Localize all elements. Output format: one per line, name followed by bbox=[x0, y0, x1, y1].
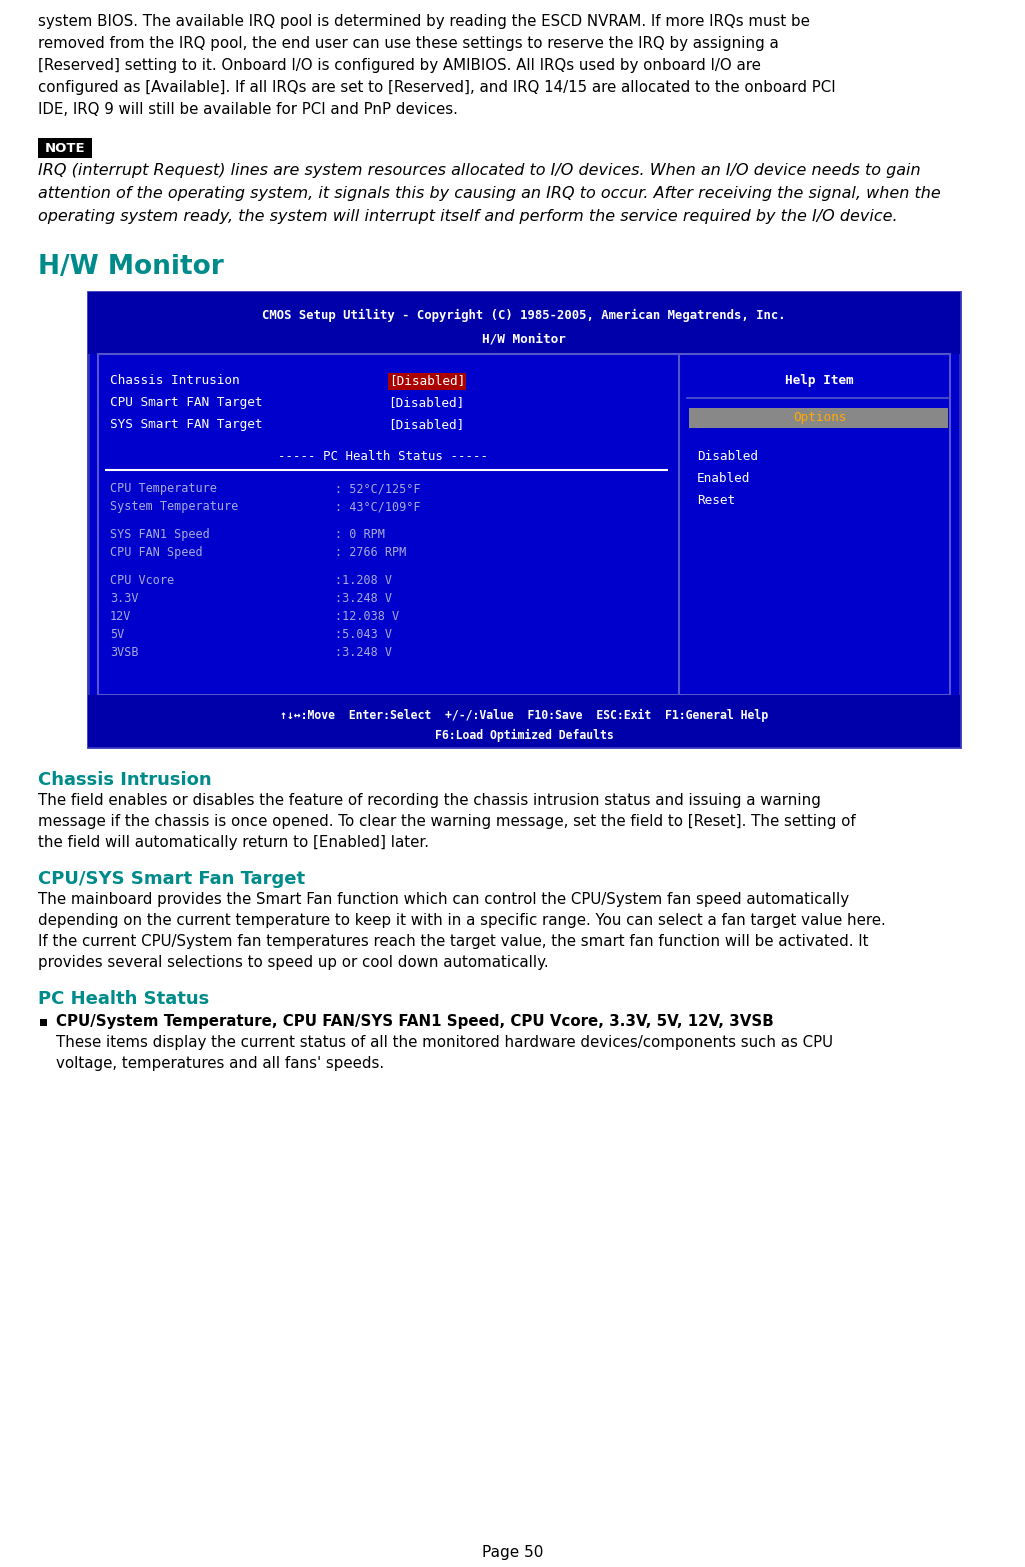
Text: : 2766 RPM: : 2766 RPM bbox=[335, 545, 406, 559]
FancyBboxPatch shape bbox=[88, 291, 960, 354]
Text: Options: Options bbox=[792, 412, 847, 425]
Text: Chassis Intrusion: Chassis Intrusion bbox=[38, 771, 211, 790]
Text: : 43°C/109°F: : 43°C/109°F bbox=[335, 500, 420, 512]
Text: :5.043 V: :5.043 V bbox=[335, 628, 392, 641]
Text: CMOS Setup Utility - Copyright (C) 1985-2005, American Megatrends, Inc.: CMOS Setup Utility - Copyright (C) 1985-… bbox=[262, 309, 786, 323]
Text: configured as [Available]. If all IRQs are set to [Reserved], and IRQ 14/15 are : configured as [Available]. If all IRQs a… bbox=[38, 80, 835, 96]
Text: H/W Monitor: H/W Monitor bbox=[38, 254, 223, 280]
Text: IRQ (interrupt Request) lines are system resources allocated to I/O devices. Whe: IRQ (interrupt Request) lines are system… bbox=[38, 163, 920, 179]
Text: [Reserved] setting to it. Onboard I/O is configured by AMIBIOS. All IRQs used by: [Reserved] setting to it. Onboard I/O is… bbox=[38, 58, 761, 74]
Text: voltage, temperatures and all fans' speeds.: voltage, temperatures and all fans' spee… bbox=[56, 1056, 384, 1070]
Text: removed from the IRQ pool, the end user can use these settings to reserve the IR: removed from the IRQ pool, the end user … bbox=[38, 36, 779, 52]
Text: Page 50: Page 50 bbox=[482, 1545, 543, 1561]
Text: Help Item: Help Item bbox=[785, 375, 854, 387]
Text: CPU Temperature: CPU Temperature bbox=[110, 483, 217, 495]
Text: CPU Smart FAN Target: CPU Smart FAN Target bbox=[110, 396, 262, 409]
Text: SYS Smart FAN Target: SYS Smart FAN Target bbox=[110, 418, 262, 431]
Text: CPU/System Temperature, CPU FAN/SYS FAN1 Speed, CPU Vcore, 3.3V, 5V, 12V, 3VSB: CPU/System Temperature, CPU FAN/SYS FAN1… bbox=[56, 1014, 774, 1030]
Text: system BIOS. The available IRQ pool is determined by reading the ESCD NVRAM. If : system BIOS. The available IRQ pool is d… bbox=[38, 14, 810, 30]
Text: [Disabled]: [Disabled] bbox=[388, 418, 464, 431]
Text: NOTE: NOTE bbox=[45, 141, 85, 155]
FancyBboxPatch shape bbox=[88, 696, 960, 747]
Text: CPU/SYS Smart Fan Target: CPU/SYS Smart Fan Target bbox=[38, 870, 305, 888]
Text: 12V: 12V bbox=[110, 610, 131, 624]
FancyBboxPatch shape bbox=[88, 291, 960, 747]
Text: CPU Vcore: CPU Vcore bbox=[110, 574, 174, 588]
Text: 3VSB: 3VSB bbox=[110, 646, 138, 660]
FancyBboxPatch shape bbox=[388, 373, 466, 390]
Text: :1.208 V: :1.208 V bbox=[335, 574, 392, 588]
Text: PC Health Status: PC Health Status bbox=[38, 990, 209, 1008]
Text: attention of the operating system, it signals this by causing an IRQ to occur. A: attention of the operating system, it si… bbox=[38, 186, 941, 201]
Text: SYS FAN1 Speed: SYS FAN1 Speed bbox=[110, 528, 210, 541]
Text: These items display the current status of all the monitored hardware devices/com: These items display the current status o… bbox=[56, 1034, 833, 1050]
Text: :3.248 V: :3.248 V bbox=[335, 646, 392, 660]
FancyBboxPatch shape bbox=[40, 1019, 47, 1026]
Text: IDE, IRQ 9 will still be available for PCI and PnP devices.: IDE, IRQ 9 will still be available for P… bbox=[38, 102, 458, 118]
Text: the field will automatically return to [Enabled] later.: the field will automatically return to [… bbox=[38, 835, 429, 849]
Text: depending on the current temperature to keep it with in a specific range. You ca: depending on the current temperature to … bbox=[38, 914, 886, 928]
FancyBboxPatch shape bbox=[38, 138, 92, 158]
Text: :3.248 V: :3.248 V bbox=[335, 592, 392, 605]
Text: Reset: Reset bbox=[697, 494, 735, 508]
Text: : 0 RPM: : 0 RPM bbox=[335, 528, 384, 541]
Text: provides several selections to speed up or cool down automatically.: provides several selections to speed up … bbox=[38, 954, 548, 970]
Text: If the current CPU/System fan temperatures reach the target value, the smart fan: If the current CPU/System fan temperatur… bbox=[38, 934, 868, 950]
Text: System Temperature: System Temperature bbox=[110, 500, 238, 512]
Text: H/W Monitor: H/W Monitor bbox=[482, 332, 566, 345]
Text: ----- PC Health Status -----: ----- PC Health Status ----- bbox=[279, 450, 489, 462]
Text: ↑↓↔:Move  Enter:Select  +/-/:Value  F10:Save  ESC:Exit  F1:General Help: ↑↓↔:Move Enter:Select +/-/:Value F10:Sav… bbox=[280, 708, 768, 722]
Text: The field enables or disables the feature of recording the chassis intrusion sta: The field enables or disables the featur… bbox=[38, 793, 821, 809]
Text: [Disabled]: [Disabled] bbox=[388, 375, 465, 387]
Text: CPU FAN Speed: CPU FAN Speed bbox=[110, 545, 203, 559]
Text: 3.3V: 3.3V bbox=[110, 592, 138, 605]
Text: message if the chassis is once opened. To clear the warning message, set the fie: message if the chassis is once opened. T… bbox=[38, 813, 856, 829]
Text: :12.038 V: :12.038 V bbox=[335, 610, 399, 624]
Text: Chassis Intrusion: Chassis Intrusion bbox=[110, 375, 240, 387]
Text: The mainboard provides the Smart Fan function which can control the CPU/System f: The mainboard provides the Smart Fan fun… bbox=[38, 892, 849, 907]
Text: [Disabled]: [Disabled] bbox=[388, 396, 464, 409]
Text: Disabled: Disabled bbox=[697, 450, 758, 462]
Text: F6:Load Optimized Defaults: F6:Load Optimized Defaults bbox=[435, 729, 613, 743]
Text: operating system ready, the system will interrupt itself and perform the service: operating system ready, the system will … bbox=[38, 208, 898, 224]
Text: : 52°C/125°F: : 52°C/125°F bbox=[335, 483, 420, 495]
Text: 5V: 5V bbox=[110, 628, 124, 641]
FancyBboxPatch shape bbox=[689, 407, 948, 428]
Text: Enabled: Enabled bbox=[697, 472, 750, 486]
